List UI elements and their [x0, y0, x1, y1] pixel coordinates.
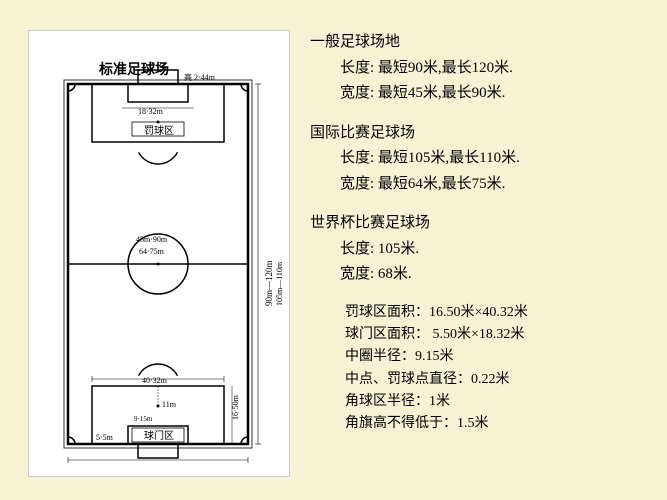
svg-text:11m: 11m [162, 400, 177, 409]
detail-goal-area: 球门区面积： 5.50米×18.32米 [345, 324, 528, 346]
svg-text:16·50m: 16·50m [231, 394, 240, 420]
sec3-width: 宽度: 68米. [310, 262, 528, 288]
sec2-length: 长度: 最短105米,最长110米. [310, 146, 528, 172]
field-diagram: 标准足球场7·32高 2·44m18·32m罚球区45m·90m64·75m40… [28, 30, 290, 477]
sec2-title: 国际比赛足球场 [310, 121, 528, 147]
svg-text:18·32m: 18·32m [138, 107, 164, 116]
svg-text:64·75m: 64·75m [139, 247, 165, 256]
detail-block: 罚球区面积：16.50米×40.32米 球门区面积： 5.50米×18.32米 … [310, 302, 528, 436]
svg-text:105m—110m: 105m—110m [275, 261, 284, 306]
svg-text:高 2·44m: 高 2·44m [184, 72, 216, 82]
svg-text:9·15m: 9·15m [134, 415, 153, 423]
sec3-title: 世界杯比赛足球场 [310, 211, 528, 237]
svg-text:5·5m: 5·5m [96, 433, 114, 442]
detail-corner-radius: 角球区半径：1米 [345, 391, 528, 413]
sec1-title: 一般足球场地 [310, 30, 528, 56]
svg-text:40·32m: 40·32m [142, 376, 168, 385]
svg-text:罚球区: 罚球区 [144, 124, 174, 137]
sec3-length: 长度: 105米. [310, 237, 528, 263]
field-svg: 标准足球场7·32高 2·44m18·32m罚球区45m·90m64·75m40… [34, 36, 284, 466]
info-panel: 一般足球场地 长度: 最短90米,最长120米. 宽度: 最短45米,最长90米… [310, 30, 528, 436]
detail-spot-diameter: 中点、罚球点直径：0.22米 [345, 369, 528, 391]
section-general: 一般足球场地 长度: 最短90米,最长120米. 宽度: 最短45米,最长90米… [310, 30, 528, 107]
svg-text:90m—120m: 90m—120m [264, 260, 274, 306]
page: 标准足球场7·32高 2·44m18·32m罚球区45m·90m64·75m40… [0, 0, 667, 500]
detail-center-radius: 中圈半径：9.15米 [345, 346, 528, 368]
section-international: 国际比赛足球场 长度: 最短105米,最长110米. 宽度: 最短64米,最长7… [310, 121, 528, 198]
svg-text:7·32: 7·32 [151, 61, 166, 70]
svg-text:45m·90m: 45m·90m [136, 235, 168, 244]
sec1-width: 宽度: 最短45米,最长90米. [310, 81, 528, 107]
sec1-length: 长度: 最短90米,最长120米. [310, 56, 528, 82]
detail-penalty-area: 罚球区面积：16.50米×40.32米 [345, 302, 528, 324]
detail-flag-height: 角旗高不得低于：1.5米 [345, 413, 528, 435]
svg-text:球门区: 球门区 [144, 429, 174, 442]
sec2-width: 宽度: 最短64米,最长75米. [310, 172, 528, 198]
section-worldcup: 世界杯比赛足球场 长度: 105米. 宽度: 68米. [310, 211, 528, 288]
